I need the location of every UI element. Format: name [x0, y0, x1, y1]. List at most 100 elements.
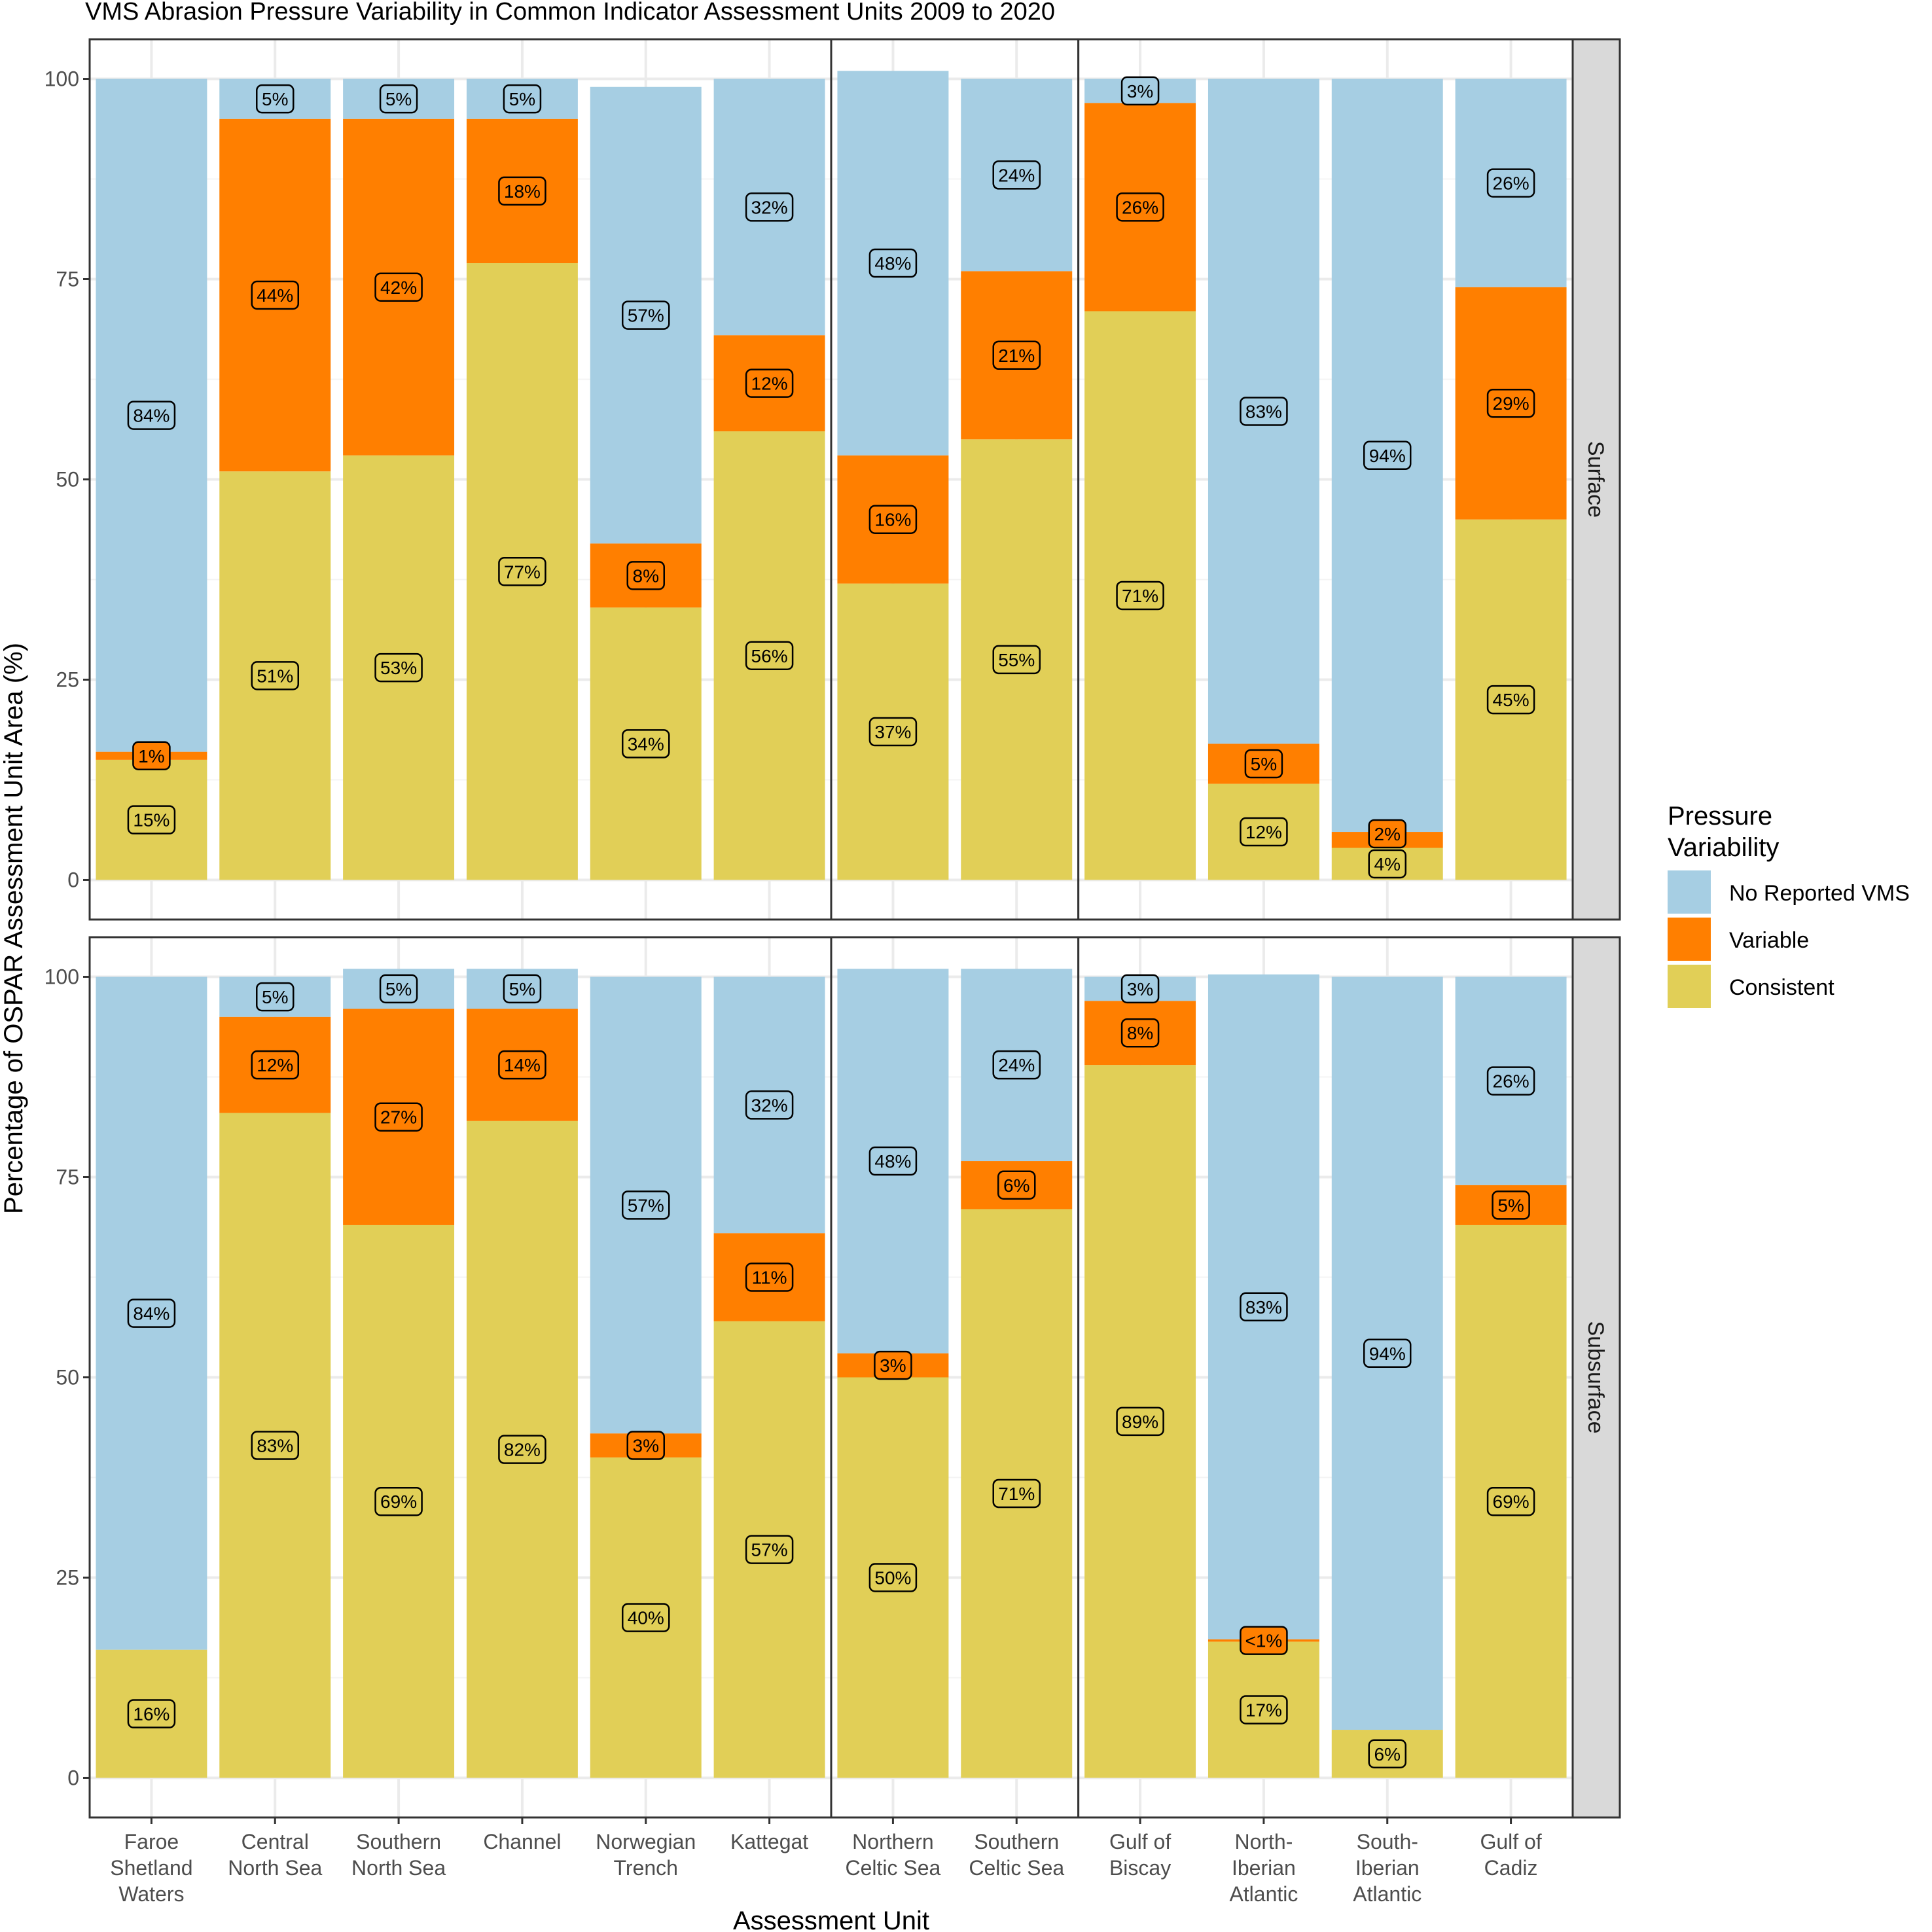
- data-label: 48%: [874, 253, 911, 274]
- data-label-box: [1240, 397, 1288, 426]
- data-label-box: [379, 84, 418, 114]
- data-label-box: [626, 561, 665, 590]
- y-tick-label: 75: [56, 1166, 79, 1189]
- data-label: 45%: [1493, 690, 1530, 710]
- data-label-box: [1363, 1338, 1412, 1368]
- data-label-box: [622, 1603, 670, 1632]
- data-label: 5%: [1497, 1195, 1524, 1215]
- x-tick-label: Trench: [614, 1856, 678, 1880]
- data-label-box: [868, 1563, 918, 1592]
- x-tick-label: North-: [1234, 1830, 1293, 1853]
- data-label: 5%: [1251, 754, 1277, 774]
- legend-label: No Reported VMS: [1729, 881, 1910, 906]
- x-tick-label: Cadiz: [1484, 1856, 1538, 1880]
- data-label-box: [251, 1431, 299, 1460]
- data-label: 17%: [1245, 1700, 1282, 1720]
- legend-title: Pressure: [1668, 802, 1772, 831]
- data-label: 69%: [380, 1492, 417, 1512]
- x-tick-label: Kattegat: [730, 1830, 808, 1853]
- data-label: 5%: [509, 89, 535, 109]
- x-tick-label: Northern: [852, 1830, 934, 1853]
- data-label-box: [132, 741, 171, 771]
- data-label-box: [997, 1170, 1036, 1200]
- data-label: 26%: [1493, 1071, 1530, 1092]
- x-tick-label: Celtic Sea: [969, 1856, 1064, 1880]
- x-tick-label: Atlantic: [1229, 1882, 1298, 1906]
- y-tick-label: 25: [56, 668, 79, 691]
- data-label-box: [1368, 849, 1406, 879]
- data-label: 26%: [1493, 173, 1530, 194]
- data-label: 40%: [628, 1608, 664, 1628]
- data-label: 32%: [751, 197, 788, 217]
- data-label: 42%: [380, 277, 417, 298]
- data-label: 57%: [628, 1195, 664, 1215]
- legend-swatch: [1668, 965, 1711, 1008]
- data-label-box: [1120, 76, 1160, 106]
- data-label-box: [745, 192, 794, 222]
- data-label: 16%: [874, 510, 911, 530]
- data-label: 3%: [633, 1436, 659, 1456]
- data-label: 53%: [380, 658, 417, 678]
- x-tick-label: South-: [1357, 1830, 1418, 1853]
- data-label-box: [1240, 817, 1288, 847]
- data-label-box: [992, 645, 1041, 675]
- data-label: 5%: [385, 89, 412, 109]
- x-tick-label: Celtic Sea: [845, 1856, 940, 1880]
- facet-strip-label: Surface: [1583, 441, 1608, 518]
- data-label: 84%: [133, 406, 170, 426]
- data-label-box: [868, 717, 918, 747]
- data-label: 15%: [133, 810, 170, 831]
- data-label-box: [1368, 819, 1406, 849]
- data-label: 11%: [752, 1268, 787, 1288]
- data-label-box: [127, 401, 176, 430]
- data-label-box: [1486, 1066, 1535, 1096]
- data-label: 12%: [1245, 822, 1282, 842]
- data-label-box: [127, 1298, 176, 1328]
- data-label-box: [745, 1090, 794, 1120]
- data-label-box: [622, 1190, 670, 1220]
- data-label: 32%: [751, 1095, 788, 1115]
- data-label-box: [374, 1102, 423, 1132]
- data-label: 83%: [257, 1436, 293, 1456]
- data-label-box: [1363, 440, 1412, 471]
- data-label: 12%: [751, 374, 788, 394]
- data-label: 16%: [133, 1704, 170, 1725]
- data-label-box: [127, 1699, 176, 1728]
- data-label: 24%: [998, 165, 1035, 185]
- data-label-box: [1486, 685, 1535, 715]
- data-label-box: [745, 641, 794, 671]
- data-label-box: [127, 805, 176, 834]
- data-label: 29%: [1493, 393, 1530, 414]
- data-label: 94%: [1369, 446, 1406, 466]
- facet-strip: [1571, 38, 1621, 921]
- x-axis-title: Assessment Unit: [733, 1906, 929, 1932]
- data-label: 37%: [874, 722, 911, 742]
- data-label-box: [868, 505, 918, 534]
- data-label-box: [745, 1262, 794, 1292]
- y-tick-label: 25: [56, 1565, 79, 1589]
- data-label: 5%: [509, 979, 535, 999]
- data-label-box: [1486, 1486, 1535, 1516]
- y-tick-label: 100: [45, 67, 79, 91]
- y-tick-label: 50: [56, 1366, 79, 1389]
- data-label-box: [251, 661, 299, 690]
- data-label: 82%: [504, 1440, 541, 1460]
- data-label: 6%: [1374, 1744, 1401, 1764]
- data-label-box: [992, 1050, 1041, 1080]
- data-label: 57%: [628, 306, 664, 326]
- data-label-box: [1492, 1190, 1530, 1220]
- data-label-box: [251, 1050, 299, 1080]
- data-label: 3%: [1127, 81, 1153, 101]
- data-label-box: [379, 974, 418, 1004]
- data-label: 1%: [138, 746, 164, 766]
- data-label: 3%: [880, 1355, 906, 1376]
- x-tick-label: Shetland: [110, 1856, 192, 1880]
- data-label-box: [622, 729, 670, 759]
- data-label-box: [1120, 974, 1160, 1004]
- data-label-box: [1240, 1292, 1288, 1322]
- data-label: 94%: [1369, 1344, 1406, 1364]
- data-label: 48%: [874, 1151, 911, 1172]
- x-tick-label: North Sea: [351, 1856, 446, 1880]
- data-label-box: [1244, 749, 1283, 779]
- data-label: 55%: [998, 650, 1035, 670]
